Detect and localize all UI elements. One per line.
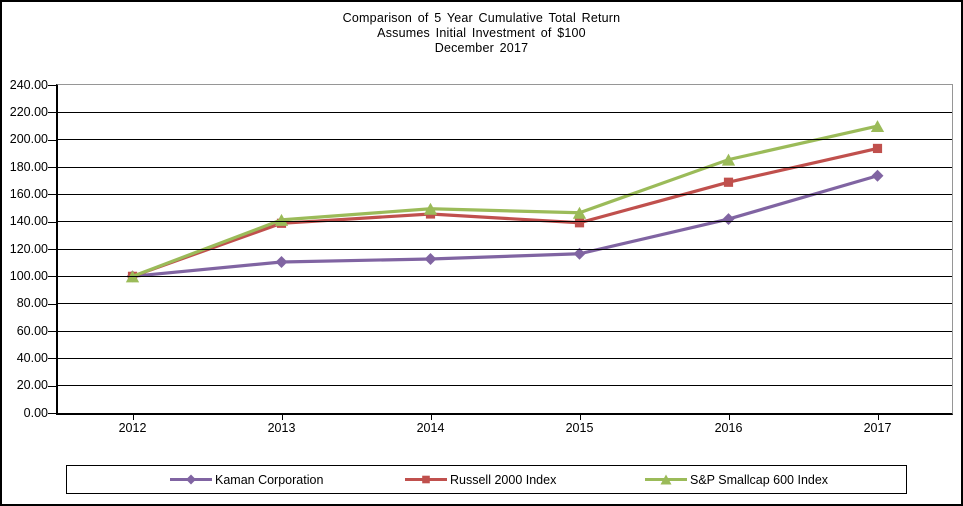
square-marker: [422, 475, 430, 484]
y-axis-tick: [48, 112, 56, 114]
x-axis-tick: [430, 414, 432, 420]
square-marker: [872, 143, 883, 154]
series-line-s-p-smallcap-600-index: [131, 124, 878, 278]
x-axis-tick: [728, 414, 730, 420]
x-axis-tick-label: 2014: [416, 421, 445, 435]
gridline: [58, 221, 952, 223]
x-axis-tick: [579, 414, 581, 420]
x-axis-tick-label: 2015: [565, 421, 594, 435]
gridline: [58, 111, 952, 113]
y-axis-tick: [48, 167, 56, 168]
y-axis-tick: [48, 331, 56, 332]
series-line-russell-2000-index: [131, 146, 878, 278]
triangle-marker: [721, 153, 736, 166]
y-axis-tick: [48, 276, 56, 278]
legend-label-russell-2000-index: Russell 2000 Index: [450, 472, 557, 487]
y-axis-tick: [48, 249, 56, 250]
diamond-marker: [573, 247, 586, 260]
triangle-marker: [870, 120, 885, 133]
chart-subtitle: Assumes Initial Investment of $100: [377, 26, 586, 40]
y-axis-tick-label: 100.00: [9, 268, 48, 283]
series-plot: [125, 120, 885, 283]
y-axis-tick-label: 220.00: [9, 104, 48, 119]
legend-item-russell-2000-index: Russell 2000 Index: [404, 473, 556, 487]
gridline: [58, 385, 952, 387]
y-axis-tick: [48, 303, 56, 305]
x-axis-tick-label: 2013: [267, 421, 296, 435]
x-axis-tick-label: 2016: [714, 421, 743, 435]
series-line-kaman-corporation: [132, 174, 878, 278]
legend-swatch-s-p-smallcap-600-index: [645, 474, 687, 485]
legend: Kaman Corporation Russell 2000 Index S&P S…: [66, 465, 907, 494]
gridline: [58, 248, 952, 250]
gridline: [58, 303, 952, 305]
x-axis-tick: [281, 414, 283, 420]
y-axis-tick-label: 200.00: [9, 132, 48, 147]
gridline: [58, 193, 952, 195]
chart-date-label: December 2017: [434, 41, 529, 55]
y-axis-tick: [48, 385, 56, 387]
gridline: [58, 357, 952, 359]
x-axis-tick-label: 2017: [863, 421, 892, 435]
legend-swatch-kaman-corporation: [170, 474, 212, 485]
chart-title-block: Comparison of 5 Year Cumulative Total Re…: [2, 11, 961, 56]
y-axis-tick: [48, 85, 56, 86]
y-axis-tick-label: 140.00: [9, 214, 48, 229]
legend-swatch-russell-2000-index: [405, 475, 447, 484]
y-axis-tick-label: 120.00: [9, 241, 48, 256]
legend-label-s-p-smallcap-600-index: S&P Smallcap 600 Index: [690, 472, 829, 487]
y-axis-tick-label: 80.00: [16, 296, 48, 311]
gridline: [58, 275, 952, 277]
square-marker: [723, 177, 734, 187]
legend-item-s-p-smallcap-600-index: S&P Smallcap 600 Index: [644, 473, 828, 487]
y-axis-tick: [48, 413, 56, 414]
gridline: [58, 166, 952, 168]
y-axis-tick: [48, 139, 56, 141]
y-axis-tick-label: 180.00: [9, 159, 48, 174]
square-marker: [574, 218, 585, 228]
x-axis-tick: [132, 414, 134, 420]
gridline: [58, 139, 952, 141]
y-axis-tick-label: 20.00: [16, 378, 48, 393]
y-axis-tick: [48, 194, 56, 196]
x-axis-tick: [877, 414, 879, 420]
x-axis-tick-label: 2012: [118, 421, 147, 435]
triangle-marker: [572, 206, 587, 219]
y-axis-tick-label: 40.00: [16, 350, 48, 365]
diamond-marker: [186, 474, 196, 485]
triangle-marker: [660, 474, 672, 485]
triangle-marker: [423, 202, 438, 215]
y-axis-tick-label: 0.00: [23, 405, 48, 420]
diamond-marker: [722, 213, 735, 226]
y-axis-tick: [48, 358, 56, 360]
y-axis-tick-label: 60.00: [16, 323, 48, 338]
chart-title: Comparison of 5 Year Cumulative Total Re…: [342, 11, 621, 25]
plot-area: [56, 84, 953, 415]
triangle-marker: [274, 213, 289, 226]
legend-label-kaman-corporation: Kaman Corporation: [215, 472, 324, 487]
diamond-marker: [424, 252, 437, 265]
y-axis-tick-label: 160.00: [9, 186, 48, 201]
diamond-marker: [871, 169, 884, 182]
legend-item-kaman-corporation: Kaman Corporation: [169, 473, 323, 487]
gridline: [58, 330, 952, 332]
diamond-marker: [275, 256, 288, 268]
y-axis-tick: [48, 221, 56, 223]
y-axis-tick-label: 240.00: [9, 77, 48, 92]
